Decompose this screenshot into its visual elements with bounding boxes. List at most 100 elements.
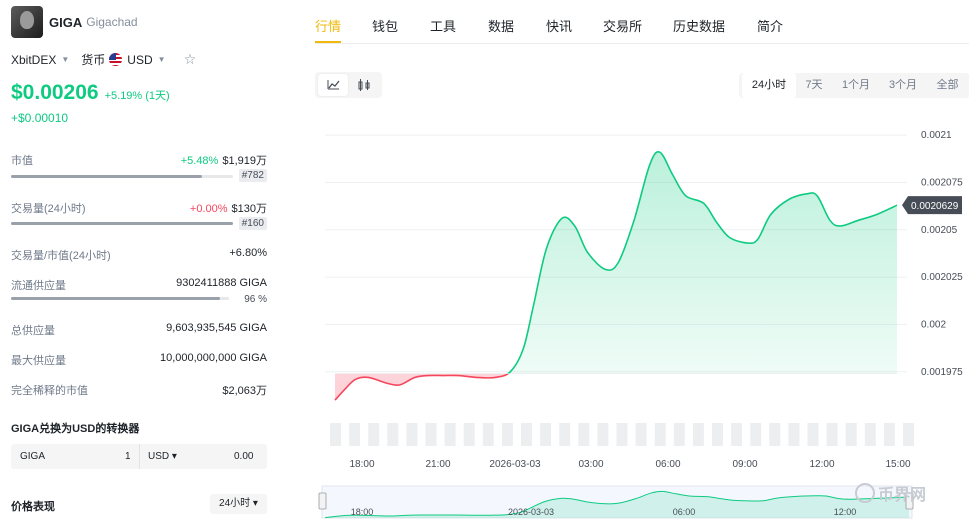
abs-price-change: +$0.00010: [11, 111, 69, 125]
volume-bar: [883, 423, 895, 446]
stat-label: 完全稀释的市值: [11, 385, 88, 397]
range-7d[interactable]: 7天: [805, 79, 823, 91]
stat-amount: $1,919万: [222, 155, 267, 167]
navigator-tick-label: 06:00: [673, 507, 696, 517]
converter-from-input[interactable]: 1: [125, 451, 131, 462]
line-chart-button[interactable]: [318, 74, 348, 96]
stat-max-supply: 最大供应量 10,000,000,000 GIGA: [11, 352, 267, 367]
y-tick-label: 0.002075: [921, 177, 963, 188]
active-tab-indicator: [315, 41, 341, 43]
stat-value: +0.00% $130万: [190, 200, 267, 216]
stat-value: 9,603,935,545 GIGA: [166, 322, 267, 334]
chart-type-toggle: [315, 72, 382, 98]
stat-fdv: 完全稀释的市值 $2,063万: [11, 382, 267, 397]
volume-bar: [540, 423, 552, 446]
converter-to-select[interactable]: USD ▾: [148, 451, 177, 462]
currency-select[interactable]: USD: [127, 52, 153, 67]
main-tabs: 行情 钱包 工具 数据 快讯 交易所 历史数据 简介: [315, 0, 969, 44]
converter-divider: [139, 444, 140, 469]
volume-bar: [463, 423, 475, 446]
x-tick-label: 18:00: [349, 459, 374, 470]
volume-bar: [673, 423, 685, 446]
tab-news[interactable]: 快讯: [546, 19, 573, 34]
volume-bar: [349, 423, 361, 446]
price-chart[interactable]: 0.0021 0.002075 0.00205 0.002025 0.002 0.0019…: [315, 110, 969, 521]
range-1m[interactable]: 1个月: [841, 79, 871, 91]
stat-value: $2,063万: [222, 385, 267, 397]
stat-value: 10,000,000,000 GIGA: [159, 352, 267, 364]
volume-bar: [750, 423, 762, 446]
x-tick-label: 21:00: [425, 459, 450, 470]
x-tick-label: 09:00: [732, 459, 757, 470]
navigator-tick-label: 2026-03-03: [508, 507, 554, 517]
navigator-area: [325, 491, 909, 518]
navigator-tick-label: 12:00: [834, 507, 857, 517]
performance-title: 价格表现: [11, 501, 55, 513]
tab-wallet[interactable]: 钱包: [372, 19, 399, 34]
exchange-row: XbitDEX ▼ 货币 USD ▼ ☆: [11, 51, 196, 68]
volume-bar: [482, 423, 494, 446]
stat-pct: +5.48%: [180, 155, 219, 167]
circulating-pct: 96 %: [244, 294, 267, 305]
tab-exchanges[interactable]: 交易所: [603, 19, 643, 34]
converter-box: GIGA 1 USD ▾ 0.00: [11, 444, 267, 469]
coin-header: GIGA Gigachad: [11, 6, 138, 38]
volume-bar: [864, 423, 876, 446]
stat-market-cap: 市值 +5.48% $1,919万 #782: [11, 152, 267, 182]
watermark-logo-icon: [855, 483, 875, 503]
stat-bar: [11, 222, 233, 225]
y-tick-label: 0.001975: [921, 367, 963, 378]
converter-to-input[interactable]: 0.00: [234, 451, 254, 462]
stat-value: +6.80%: [229, 247, 267, 259]
volume-bar: [712, 423, 723, 446]
y-tick-label: 0.00205: [921, 225, 958, 236]
navigator-line: [324, 490, 910, 519]
stat-vol-mcap: 交易量/市值(24小时) +6.80%: [11, 247, 267, 262]
volume-bar: [635, 423, 647, 446]
range-24h[interactable]: 24小时: [742, 73, 796, 98]
price-change: +5.19% (1天): [104, 90, 170, 102]
navigator-handle: [318, 492, 327, 510]
star-icon[interactable]: ☆: [183, 51, 197, 67]
price-area-down: [335, 373, 897, 401]
stat-label: 交易量(24小时): [11, 203, 86, 215]
y-tick-label: 0.002: [921, 319, 946, 330]
volume-bar: [845, 423, 857, 446]
stat-volume: 交易量(24小时) +0.00% $130万 #160: [11, 200, 267, 230]
tab-market[interactable]: 行情: [315, 19, 342, 34]
range-all[interactable]: 全部: [936, 79, 959, 91]
current-price-tag-label: 0.0020629: [911, 201, 959, 212]
stat-label: 总供应量: [11, 325, 55, 337]
stat-pct: +0.00%: [189, 203, 228, 215]
stat-total-supply: 总供应量 9,603,935,545 GIGA: [11, 322, 267, 337]
exchange-select[interactable]: XbitDEX: [11, 52, 57, 67]
y-tick-label: 0.002025: [921, 272, 963, 283]
chevron-down-icon[interactable]: ▼: [157, 55, 166, 64]
performance-period-select[interactable]: 24小时 ▾: [210, 494, 267, 514]
chevron-down-icon[interactable]: ▼: [61, 55, 70, 64]
tab-tools[interactable]: 工具: [430, 19, 457, 34]
tab-intro[interactable]: 简介: [757, 19, 784, 34]
volume-bar: [731, 423, 743, 446]
current-price-tag: [902, 196, 962, 215]
volume-bar: [616, 423, 628, 446]
x-tick-label: 2026-03-03: [489, 459, 541, 470]
tab-history[interactable]: 历史数据: [673, 19, 726, 34]
volume-bar: [425, 423, 437, 446]
tab-data[interactable]: 数据: [488, 19, 515, 34]
line-chart-icon: [327, 80, 340, 90]
price-line-down: [334, 373, 510, 401]
x-tick-label: 15:00: [885, 459, 910, 470]
volume-bar: [444, 423, 456, 446]
stat-amount: $130万: [231, 203, 267, 215]
watermark-text: 币界网: [878, 487, 927, 504]
price-line-up: [506, 151, 898, 374]
candle-chart-button[interactable]: [349, 74, 379, 96]
volume-bar: [597, 423, 609, 446]
range-3m[interactable]: 3个月: [888, 79, 918, 91]
stat-label: 交易量/市值(24小时): [11, 250, 111, 262]
volume-bar: [654, 423, 666, 446]
volume-bar: [788, 423, 800, 446]
time-range-selector: 24小时 7天 1个月 3个月 全部: [739, 73, 969, 98]
volume-bar: [406, 423, 418, 446]
